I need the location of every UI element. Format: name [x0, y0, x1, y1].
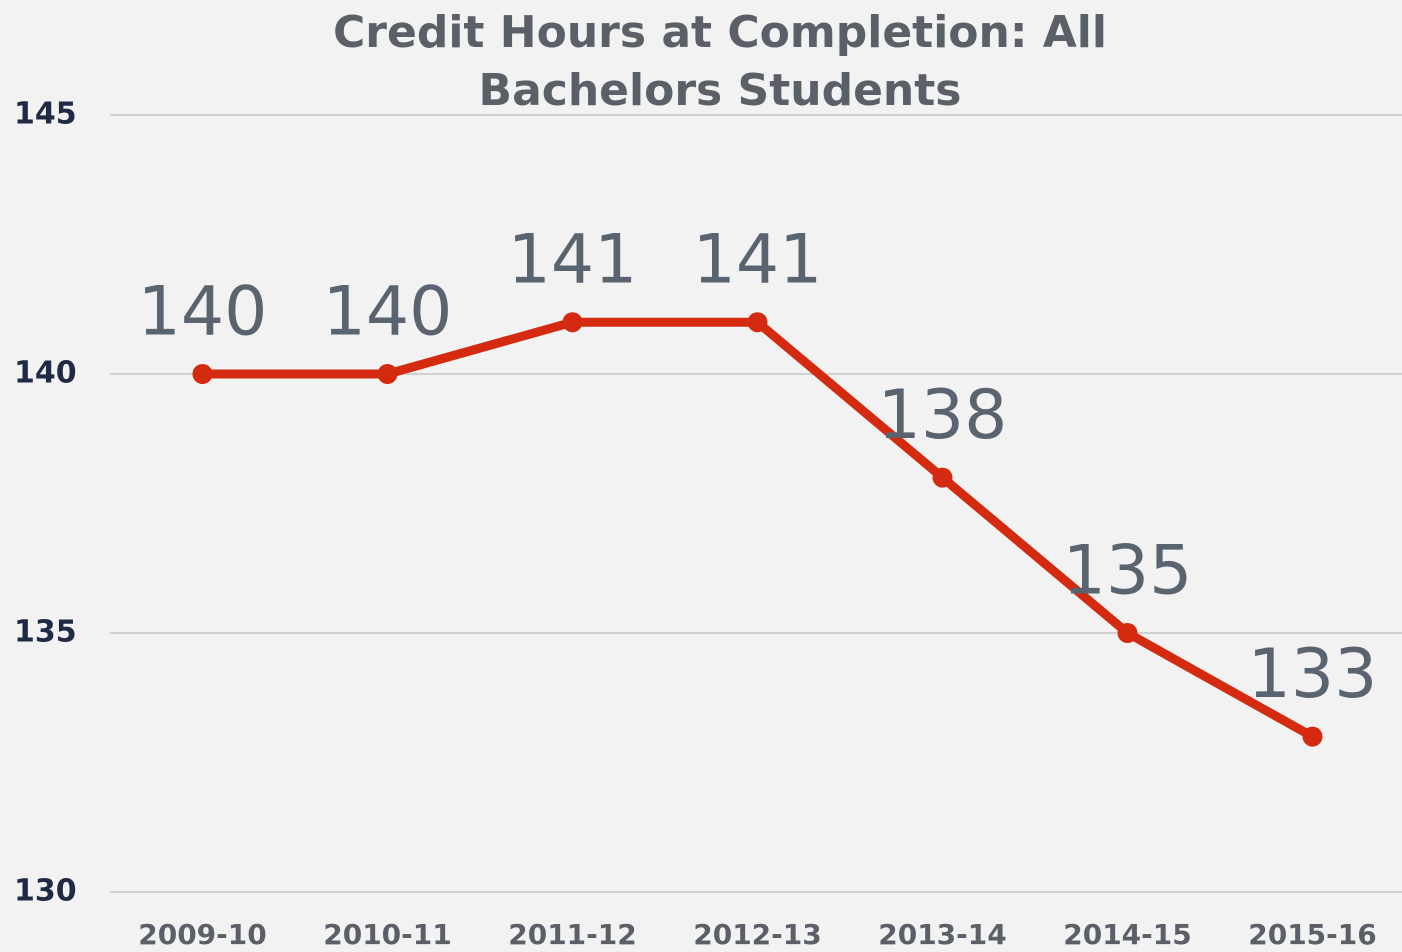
x-tick-label: 2011-12: [508, 918, 637, 951]
data-label: 135: [1063, 532, 1193, 611]
x-tick-label: 2012-13: [693, 918, 822, 951]
x-tick-label: 2009-10: [138, 918, 267, 951]
line: [202, 317, 1315, 741]
data-label: 133: [1248, 635, 1378, 714]
marker: [932, 467, 953, 488]
x-tick-label: 2010-11: [323, 918, 452, 951]
marker: [192, 364, 213, 384]
y-tick-label: 135: [14, 615, 77, 650]
chart-title: Credit Hours at Completion: All Bachelor…: [333, 7, 1107, 116]
data-label: 141: [508, 221, 638, 300]
y-tick-label: 145: [14, 97, 77, 132]
x-tick-label: 2013-14: [878, 918, 1007, 951]
data-label: 138: [878, 376, 1008, 455]
data-label: 140: [323, 273, 453, 352]
y-tick-label: 140: [14, 356, 77, 391]
y-tick-label: 130: [14, 874, 77, 909]
x-tick-label: 2014-15: [1063, 918, 1192, 951]
x-tick-label: 2015-16: [1248, 918, 1377, 951]
data-label: 141: [693, 221, 823, 300]
marker: [1302, 726, 1323, 747]
data-label: 140: [138, 273, 268, 352]
marker: [377, 364, 398, 384]
marker: [562, 312, 583, 333]
marker: [1117, 623, 1138, 643]
marker: [747, 312, 768, 333]
